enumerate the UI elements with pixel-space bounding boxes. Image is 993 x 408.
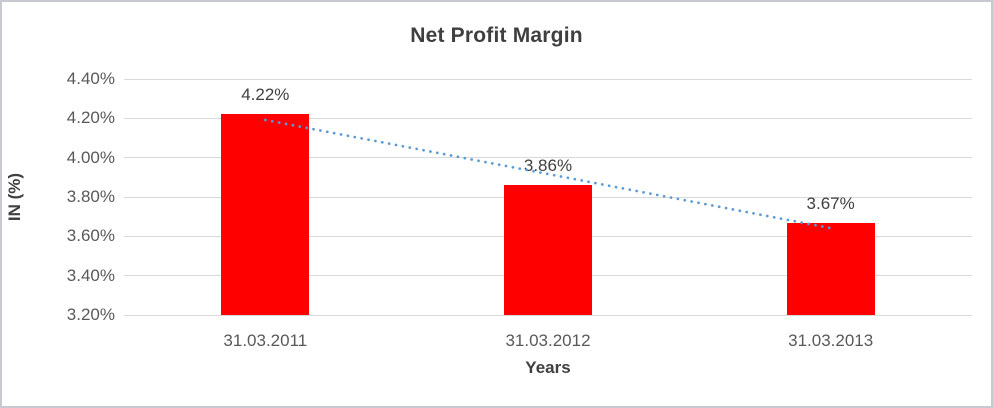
bar-value-label: 4.22%: [241, 85, 290, 105]
gridline: [124, 157, 972, 159]
bar: [504, 185, 592, 315]
gridline: [124, 117, 972, 119]
y-tick-label: 4.40%: [66, 69, 115, 88]
chart-title: Net Profit Margin: [410, 24, 583, 47]
x-tick-label: 31.03.2011: [223, 331, 308, 350]
y-tick-label: 3.40%: [66, 265, 115, 285]
bar: [786, 222, 875, 315]
y-tick-label: 3.20%: [66, 305, 115, 324]
y-tick-label: 4.20%: [66, 108, 115, 128]
bar: [221, 114, 310, 315]
x-tick-label: 31.03.2013: [788, 331, 874, 350]
x-tick-label: 31.03.2012: [505, 331, 591, 350]
x-axis-title: Years: [525, 358, 571, 377]
y-tick-label: 4.00%: [66, 147, 115, 167]
y-tick-label: 3.80%: [66, 187, 115, 206]
y-tick-label: 3.60%: [66, 226, 115, 246]
gridline: [124, 78, 972, 80]
trendline: [263, 118, 833, 230]
trendline-layer: [263, 118, 833, 230]
bar-value-label: 3.86%: [523, 156, 573, 176]
plot-area: 3.20% 3.40% 3.60% 3.80% 4.00% 4.20% 4.40% 4.22%…: [67, 69, 972, 350]
gridline: [124, 314, 972, 316]
bar-value-label: 3.67%: [806, 193, 855, 213]
